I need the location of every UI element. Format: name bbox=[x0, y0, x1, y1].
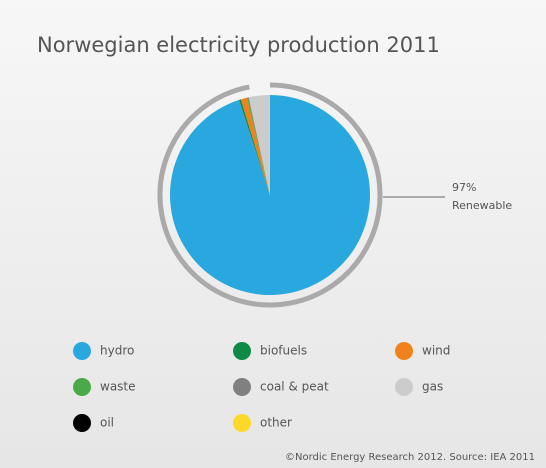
legend-label: gas bbox=[422, 380, 443, 394]
legend-swatch bbox=[395, 342, 413, 360]
source-note: ©Nordic Energy Research 2012. Source: IE… bbox=[285, 452, 535, 463]
legend-label: biofuels bbox=[260, 344, 307, 358]
legend-swatch bbox=[233, 342, 251, 360]
pie-slice bbox=[248, 95, 270, 195]
pie-slice bbox=[240, 97, 270, 195]
pie-slice bbox=[170, 95, 370, 296]
annotation-value: 97% bbox=[452, 181, 476, 194]
legend-label: coal & peat bbox=[260, 380, 329, 394]
annotation-text: Renewable bbox=[452, 199, 512, 212]
legend-swatch bbox=[73, 414, 91, 432]
legend-swatch bbox=[73, 342, 91, 360]
pie-slice bbox=[239, 99, 270, 195]
legend-swatch bbox=[73, 378, 91, 396]
legend-label: other bbox=[260, 416, 292, 430]
pie-slice bbox=[246, 97, 270, 195]
legend-swatch bbox=[395, 378, 413, 396]
chart-title: Norwegian electricity production 2011 bbox=[37, 33, 440, 57]
renewable-arc bbox=[157, 82, 383, 308]
legend-swatch bbox=[233, 378, 251, 396]
pie-slice bbox=[248, 97, 270, 195]
legend-label: hydro bbox=[100, 344, 134, 358]
legend-label: oil bbox=[100, 416, 114, 430]
legend-label: waste bbox=[100, 380, 136, 394]
legend-swatch bbox=[233, 414, 251, 432]
legend-label: wind bbox=[422, 344, 450, 358]
